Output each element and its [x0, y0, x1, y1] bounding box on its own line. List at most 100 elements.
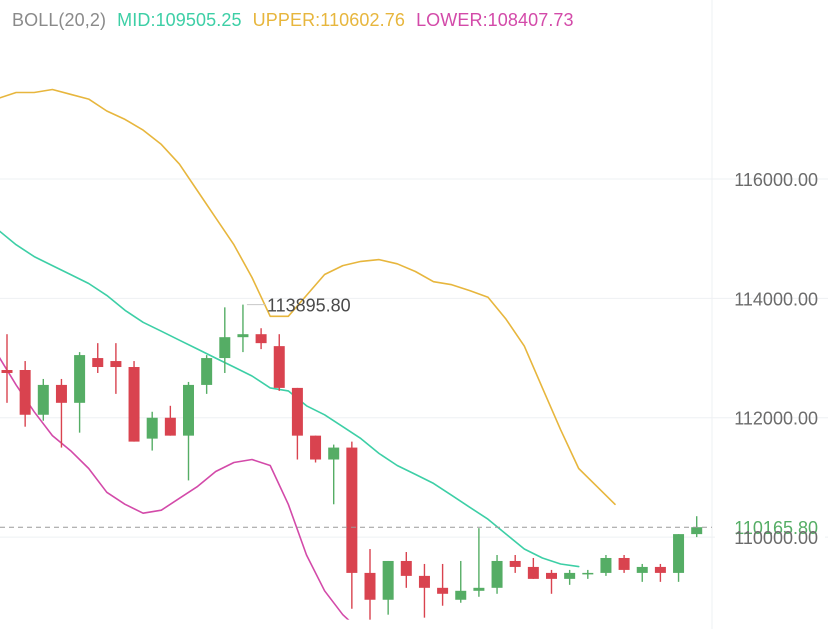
candle-body	[600, 557, 612, 573]
candle-body	[291, 387, 303, 436]
candle	[400, 552, 412, 588]
candle	[55, 378, 67, 448]
candle-body	[19, 370, 31, 415]
candle-body	[509, 560, 521, 567]
y-tick-label: 114000.00	[734, 289, 818, 309]
candle	[183, 381, 194, 481]
candle-body	[382, 560, 394, 600]
candle	[600, 555, 612, 576]
candle-body	[164, 417, 176, 436]
candle-body	[219, 337, 231, 359]
candle-body	[564, 572, 576, 579]
low-price-label: 108566.00	[294, 627, 379, 629]
candle	[255, 328, 267, 350]
candle	[237, 304, 249, 353]
candle	[618, 555, 630, 573]
candle-body	[183, 384, 194, 436]
candle-body	[273, 346, 285, 388]
candle-body	[473, 587, 485, 591]
candles	[1, 304, 703, 623]
price-annotations: 113895.80 108566.00	[246, 296, 386, 629]
candle-body	[582, 572, 594, 575]
candle	[310, 435, 322, 463]
candle	[418, 563, 430, 618]
candle-body	[437, 587, 449, 594]
candle	[673, 534, 685, 582]
candle	[1, 334, 13, 403]
boll-legend: BOLL(20,2) MID:109505.25 UPPER:110602.76…	[12, 10, 580, 31]
candle-body	[527, 566, 539, 579]
indicator-upper-value: UPPER:110602.76	[252, 10, 405, 30]
candle	[382, 560, 394, 615]
boll-upper-line	[0, 88, 616, 506]
candle-body	[636, 566, 648, 573]
candle	[37, 378, 49, 421]
bollinger-bands	[0, 88, 616, 629]
candle-body	[491, 560, 503, 588]
candle-body	[691, 527, 703, 535]
candle	[201, 355, 213, 394]
candle	[128, 361, 140, 442]
candle-body	[618, 557, 630, 570]
candle	[546, 569, 557, 594]
candle-body	[654, 566, 666, 573]
candle	[582, 569, 594, 579]
candle-body	[400, 560, 412, 576]
candle	[491, 555, 503, 594]
candle	[509, 555, 521, 573]
candle	[219, 307, 231, 373]
candle-body	[237, 334, 249, 338]
candle	[455, 560, 467, 603]
candle	[437, 563, 449, 606]
candle	[564, 569, 576, 585]
current-price-label-bg	[715, 514, 825, 541]
candle-body	[255, 334, 267, 344]
candle-body	[455, 590, 467, 600]
current-price-label: 110165.80	[734, 518, 818, 538]
high-price-label: 113895.80	[267, 296, 351, 316]
indicator-name: BOLL(20,2)	[12, 10, 107, 30]
candle	[146, 411, 158, 451]
candle-body	[201, 358, 213, 385]
candle-body	[310, 435, 322, 460]
candle-body	[418, 575, 430, 588]
y-axis: 116000.00 114000.00 112000.00 110000.00	[734, 170, 818, 548]
candle	[364, 549, 376, 623]
y-tick-label: 110000.00	[734, 528, 818, 548]
y-tick-label: 116000.00	[734, 170, 818, 190]
candle-body	[110, 361, 122, 368]
candle	[92, 343, 104, 373]
candle-body	[146, 417, 158, 439]
indicator-lower-value: LOWER:108407.73	[416, 10, 574, 30]
boll-lower-line	[0, 357, 360, 629]
low-label-bg	[290, 619, 386, 629]
y-tick-label: 112000.00	[734, 409, 818, 429]
candle	[636, 563, 648, 582]
current-price-line: 110165.80	[0, 514, 825, 541]
candle	[473, 528, 485, 597]
candle	[527, 557, 539, 579]
candle	[273, 334, 285, 391]
candle	[74, 352, 86, 433]
candle-body	[55, 384, 67, 403]
candle-body	[128, 367, 140, 442]
candle-body	[1, 370, 13, 373]
candle-body	[346, 447, 358, 573]
candle-body	[328, 447, 340, 460]
candle-body	[74, 355, 86, 403]
candle	[291, 387, 303, 460]
candle	[328, 444, 340, 505]
candle	[654, 563, 666, 582]
candle	[691, 516, 703, 538]
candle-body	[673, 534, 685, 573]
candle	[164, 405, 176, 436]
candle	[19, 361, 31, 427]
candle-body	[546, 572, 557, 579]
indicator-mid-value: MID:109505.25	[117, 10, 242, 30]
candle	[110, 343, 122, 394]
boll-mid-line	[0, 230, 580, 568]
candle	[346, 441, 358, 609]
candle-body	[92, 358, 104, 368]
